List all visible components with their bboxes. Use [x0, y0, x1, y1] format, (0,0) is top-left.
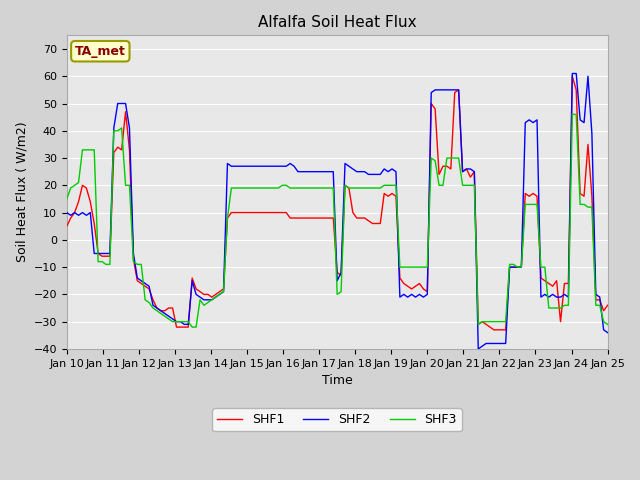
SHF3 [568, 111, 576, 117]
SHF2 [568, 71, 576, 76]
SHF2 [345, 163, 353, 169]
SHF1 [67, 215, 74, 221]
Y-axis label: Soil Heat Flux ( W/m2): Soil Heat Flux ( W/m2) [15, 122, 28, 263]
SHF3 [349, 185, 356, 191]
SHF2 [604, 330, 611, 336]
Title: Alfalfa Soil Heat Flux: Alfalfa Soil Heat Flux [258, 15, 417, 30]
SHF1 [345, 185, 353, 191]
SHF1 [604, 302, 611, 308]
SHF1 [600, 308, 607, 313]
Legend: SHF1, SHF2, SHF3: SHF1, SHF2, SHF3 [212, 408, 462, 432]
Line: SHF3: SHF3 [67, 114, 607, 327]
SHF1 [63, 223, 70, 229]
SHF3 [67, 185, 74, 191]
SHF1 [71, 210, 79, 216]
SHF2 [600, 327, 607, 333]
SHF1 [369, 221, 376, 227]
Line: SHF1: SHF1 [67, 76, 607, 330]
SHF2 [67, 213, 74, 218]
SHF3 [63, 196, 70, 202]
SHF2 [369, 171, 376, 177]
SHF2 [71, 210, 79, 216]
SHF3 [372, 185, 380, 191]
SHF2 [63, 210, 70, 216]
SHF2 [408, 291, 415, 297]
Text: TA_met: TA_met [75, 45, 126, 58]
SHF3 [604, 322, 611, 327]
SHF2 [474, 346, 482, 352]
SHF3 [600, 319, 607, 324]
SHF1 [568, 73, 576, 79]
X-axis label: Time: Time [322, 374, 353, 387]
SHF3 [71, 182, 79, 188]
SHF1 [408, 286, 415, 292]
Line: SHF2: SHF2 [67, 73, 607, 349]
SHF3 [412, 264, 419, 270]
SHF1 [490, 327, 498, 333]
SHF3 [188, 324, 196, 330]
